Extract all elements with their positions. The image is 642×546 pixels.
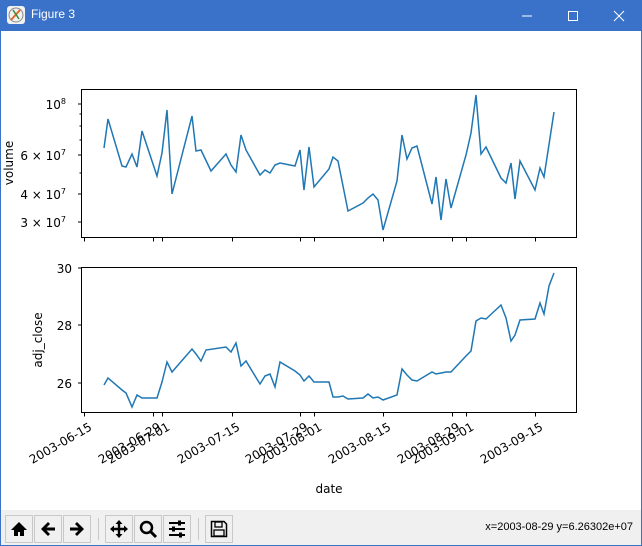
home-button[interactable] bbox=[5, 515, 33, 543]
xtick-label: 2003-07-15 bbox=[175, 420, 242, 467]
volume-axes[interactable]: 108 6 × 107 4 × 107 3 × 107 volume bbox=[2, 89, 577, 242]
ytick-6e7: 6 × 107 bbox=[20, 148, 66, 163]
ytick-28: 28 bbox=[57, 319, 72, 333]
floppy-disk-icon bbox=[210, 520, 228, 538]
xlabel-date: date bbox=[315, 482, 342, 496]
toolbar-separator bbox=[98, 518, 99, 540]
move-icon bbox=[110, 520, 128, 538]
sliders-icon bbox=[169, 520, 185, 538]
figure-canvas[interactable]: 108 6 × 107 4 × 107 3 × 107 volume 30 28… bbox=[1, 31, 641, 510]
minimize-button[interactable] bbox=[504, 0, 550, 31]
window-title: Figure 3 bbox=[31, 7, 76, 21]
arrow-right-icon bbox=[70, 522, 84, 536]
ytick-4e7: 4 × 107 bbox=[20, 187, 66, 202]
ylabel-volume: volume bbox=[2, 141, 16, 185]
maximize-button[interactable] bbox=[550, 0, 596, 31]
arrow-left-icon bbox=[41, 522, 55, 536]
magnifier-icon bbox=[139, 520, 158, 539]
back-button[interactable] bbox=[34, 515, 62, 543]
ytick-1e8: 108 bbox=[46, 97, 66, 112]
configure-subplots-button[interactable] bbox=[163, 515, 191, 543]
ytick-26: 26 bbox=[57, 377, 72, 391]
adj-close-line bbox=[103, 272, 555, 409]
ytick-3e7: 3 × 107 bbox=[20, 215, 66, 230]
save-button[interactable] bbox=[205, 515, 233, 543]
title-bar: Figure 3 bbox=[0, 0, 642, 31]
ytick-30: 30 bbox=[57, 262, 72, 276]
zoom-button[interactable] bbox=[134, 515, 162, 543]
maximize-icon bbox=[568, 10, 578, 21]
minimize-icon bbox=[522, 15, 532, 16]
xtick-label: 2003-08-15 bbox=[326, 420, 393, 467]
close-icon bbox=[613, 10, 625, 21]
forward-button[interactable] bbox=[63, 515, 91, 543]
figure[interactable]: 108 6 × 107 4 × 107 3 × 107 volume 30 28… bbox=[1, 31, 641, 510]
xtick-label: 2003-09-15 bbox=[478, 420, 545, 467]
app-icon bbox=[7, 6, 25, 24]
toolbar-separator bbox=[198, 518, 199, 540]
home-icon bbox=[11, 522, 27, 536]
close-button[interactable] bbox=[596, 0, 642, 31]
pan-button[interactable] bbox=[105, 515, 133, 543]
volume-line bbox=[103, 94, 555, 231]
cursor-coordinates: x=2003-08-29 y=6.26302e+07 bbox=[485, 521, 633, 533]
adj-close-axes[interactable]: 30 28 26 adj_close 2003-06-15 2003-06-292… bbox=[27, 262, 577, 496]
navigation-toolbar: x=2003-08-29 y=6.26302e+07 bbox=[1, 510, 641, 545]
ylabel-adj-close: adj_close bbox=[31, 312, 45, 367]
xtick-label: 2003-06-15 bbox=[27, 420, 94, 467]
